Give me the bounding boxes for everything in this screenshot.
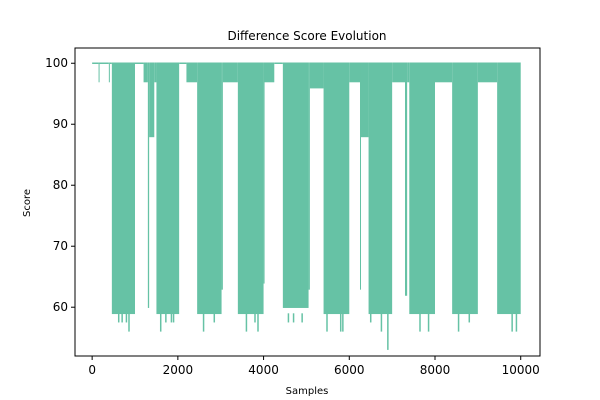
series-segment <box>264 62 275 83</box>
series-segment <box>452 62 478 315</box>
x-tick-label: 0 <box>88 363 96 377</box>
series-segment <box>368 62 393 315</box>
y-axis: 60 70 80 90 100 <box>45 56 75 314</box>
y-axis-label: Score <box>22 189 33 217</box>
series-segment <box>409 62 435 315</box>
y-tick-label: 80 <box>53 178 68 192</box>
series-segment <box>111 62 135 315</box>
series-segment <box>263 62 265 284</box>
x-axis-label: Samples <box>286 386 329 397</box>
series-segment <box>477 62 498 83</box>
series-segment <box>149 62 155 138</box>
series-segment <box>309 62 324 89</box>
x-tick-label: 2000 <box>163 363 194 377</box>
series-segment <box>186 62 198 83</box>
plot-area <box>74 47 541 357</box>
series-segment <box>308 62 310 290</box>
series-segment <box>282 62 309 308</box>
series-segment <box>222 62 238 83</box>
series-segment <box>197 62 222 315</box>
y-tick-label: 70 <box>53 239 68 253</box>
y-tick-label: 60 <box>53 300 68 314</box>
x-tick-label: 6000 <box>334 363 365 377</box>
y-tick-label: 100 <box>45 56 68 70</box>
series-segment <box>497 62 521 315</box>
series-segment <box>156 62 180 315</box>
series-segment <box>435 62 453 83</box>
series-segment <box>349 62 360 83</box>
x-tick-label: 10000 <box>502 363 540 377</box>
series-segment <box>407 62 410 83</box>
x-tick-label: 8000 <box>420 363 451 377</box>
series-segment <box>147 62 150 308</box>
series-line <box>92 62 521 350</box>
plot-frame <box>74 47 541 357</box>
series-segment <box>360 62 361 290</box>
series-segment <box>108 62 110 83</box>
series-segment <box>237 62 264 315</box>
x-tick-label: 4000 <box>248 363 279 377</box>
series-segment <box>143 62 148 83</box>
y-tick-label: 90 <box>53 117 68 131</box>
series-segment <box>98 62 100 83</box>
series-segment <box>405 62 408 296</box>
series-segment <box>221 62 223 290</box>
series-segment <box>323 62 350 315</box>
x-axis: 0 2000 4000 6000 8000 10000 <box>88 356 540 377</box>
chart-title: Difference Score Evolution <box>227 29 386 43</box>
series-segment <box>392 62 405 83</box>
series-segment <box>360 62 369 138</box>
series-segment <box>154 62 157 83</box>
